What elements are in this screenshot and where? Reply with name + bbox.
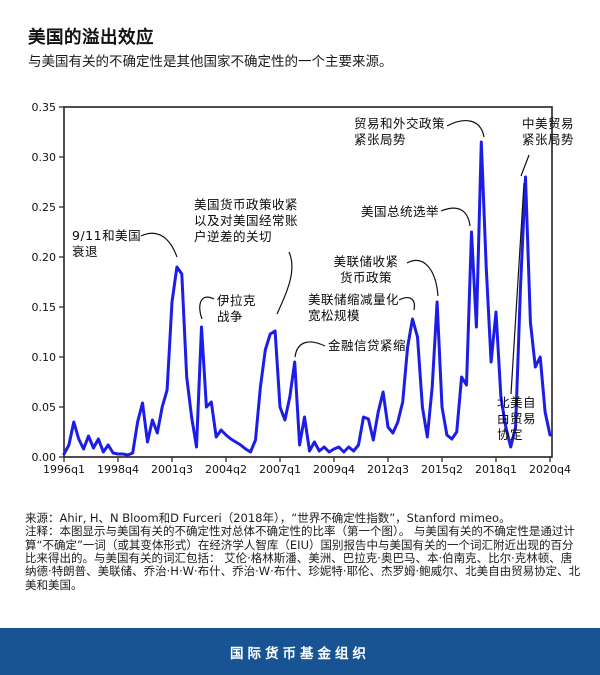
annotation-callout-nafta [510, 182, 525, 395]
footnote-block: 来源：Ahir, H、N Bloom和D Furceri（2018年），“世界不… [25, 511, 581, 592]
x-tick-label: 2007q1 [259, 463, 301, 476]
x-tick-label: 1996q1 [43, 463, 85, 476]
axis-ticks [59, 106, 551, 462]
source-note: 来源：Ahir, H、N Bloom和D Furceri（2018年），“世界不… [25, 511, 511, 525]
annotation-fed-tightening: 美联储收紧 货币政策 [333, 254, 399, 285]
annotation-callout-iraq-war [199, 296, 215, 320]
annotation-us-election: 美国总统选举 [361, 204, 440, 219]
page-title: 美国的溢出效应 [28, 28, 154, 48]
annotation-callout-trade-policy-tensions [446, 120, 485, 138]
x-tick-label: 2001q3 [151, 463, 193, 476]
y-tick-label: 0.20 [31, 250, 57, 264]
annotation-nafta: 北美自 由贸易 协定 [497, 395, 537, 442]
x-tick-label: 2012q3 [367, 463, 409, 476]
annotation-callout-fed-taper [398, 297, 416, 311]
annotation-callout-nine-eleven [140, 232, 178, 258]
annotation-callout-us-election [440, 207, 471, 227]
x-tick-label: 2018q1 [475, 463, 517, 476]
annotation-callout-fed-tightening [406, 259, 439, 297]
x-tick-label: 2009q4 [313, 463, 355, 476]
y-tick-label: 0.30 [31, 150, 57, 164]
annotation-credit-crunch: 金融信贷紧缩 [328, 338, 407, 353]
x-tick-label: 1998q4 [97, 463, 139, 476]
annotation-callouts [140, 120, 530, 395]
annotation-callout-credit-crunch [294, 341, 326, 358]
y-tick-label: 0.35 [31, 100, 57, 114]
annotation-callout-us-china-trade [520, 154, 530, 177]
imf-wordmark: 国际货币基金组织 [230, 645, 370, 662]
x-tick-label: 2020q4 [529, 463, 571, 476]
annotation-nine-eleven: 9/11和美国 衰退 [72, 228, 142, 259]
y-tick-label: 0.25 [31, 200, 57, 214]
annotation-callout-monetary-tightening [276, 251, 293, 315]
explanatory-note: 注释：本图显示与美国有关的不确定性对总体不确定性的比率（第一个图）。 与美国有关… [25, 524, 581, 592]
page-subtitle: 与美国有关的不确定性是其他国家不确定性的一个主要来源。 [28, 54, 393, 70]
annotation-iraq-war: 伊拉克 战争 [217, 293, 257, 324]
y-tick-label: 0.10 [31, 350, 57, 364]
y-tick-label: 0.15 [31, 300, 57, 314]
plot-border [63, 106, 553, 458]
x-tick-label: 2004q2 [205, 463, 247, 476]
annotation-us-china-trade: 中美贸易 紧张局势 [522, 116, 575, 147]
annotation-trade-policy-tensions: 贸易和外交政策 紧张局势 [354, 116, 446, 147]
y-tick-label: 0.00 [31, 450, 57, 464]
annotation-monetary-tightening: 美国货币政策收紧 以及对美国经常账 户逆差的关切 [194, 197, 299, 244]
x-tick-label: 2015q2 [421, 463, 463, 476]
annotation-fed-taper: 美联储缩减量化 宽松规模 [308, 292, 400, 323]
imf-footer-bar: 国际货币基金组织 [0, 628, 600, 675]
uncertainty-line [62, 140, 552, 457]
y-tick-label: 0.05 [31, 400, 57, 414]
